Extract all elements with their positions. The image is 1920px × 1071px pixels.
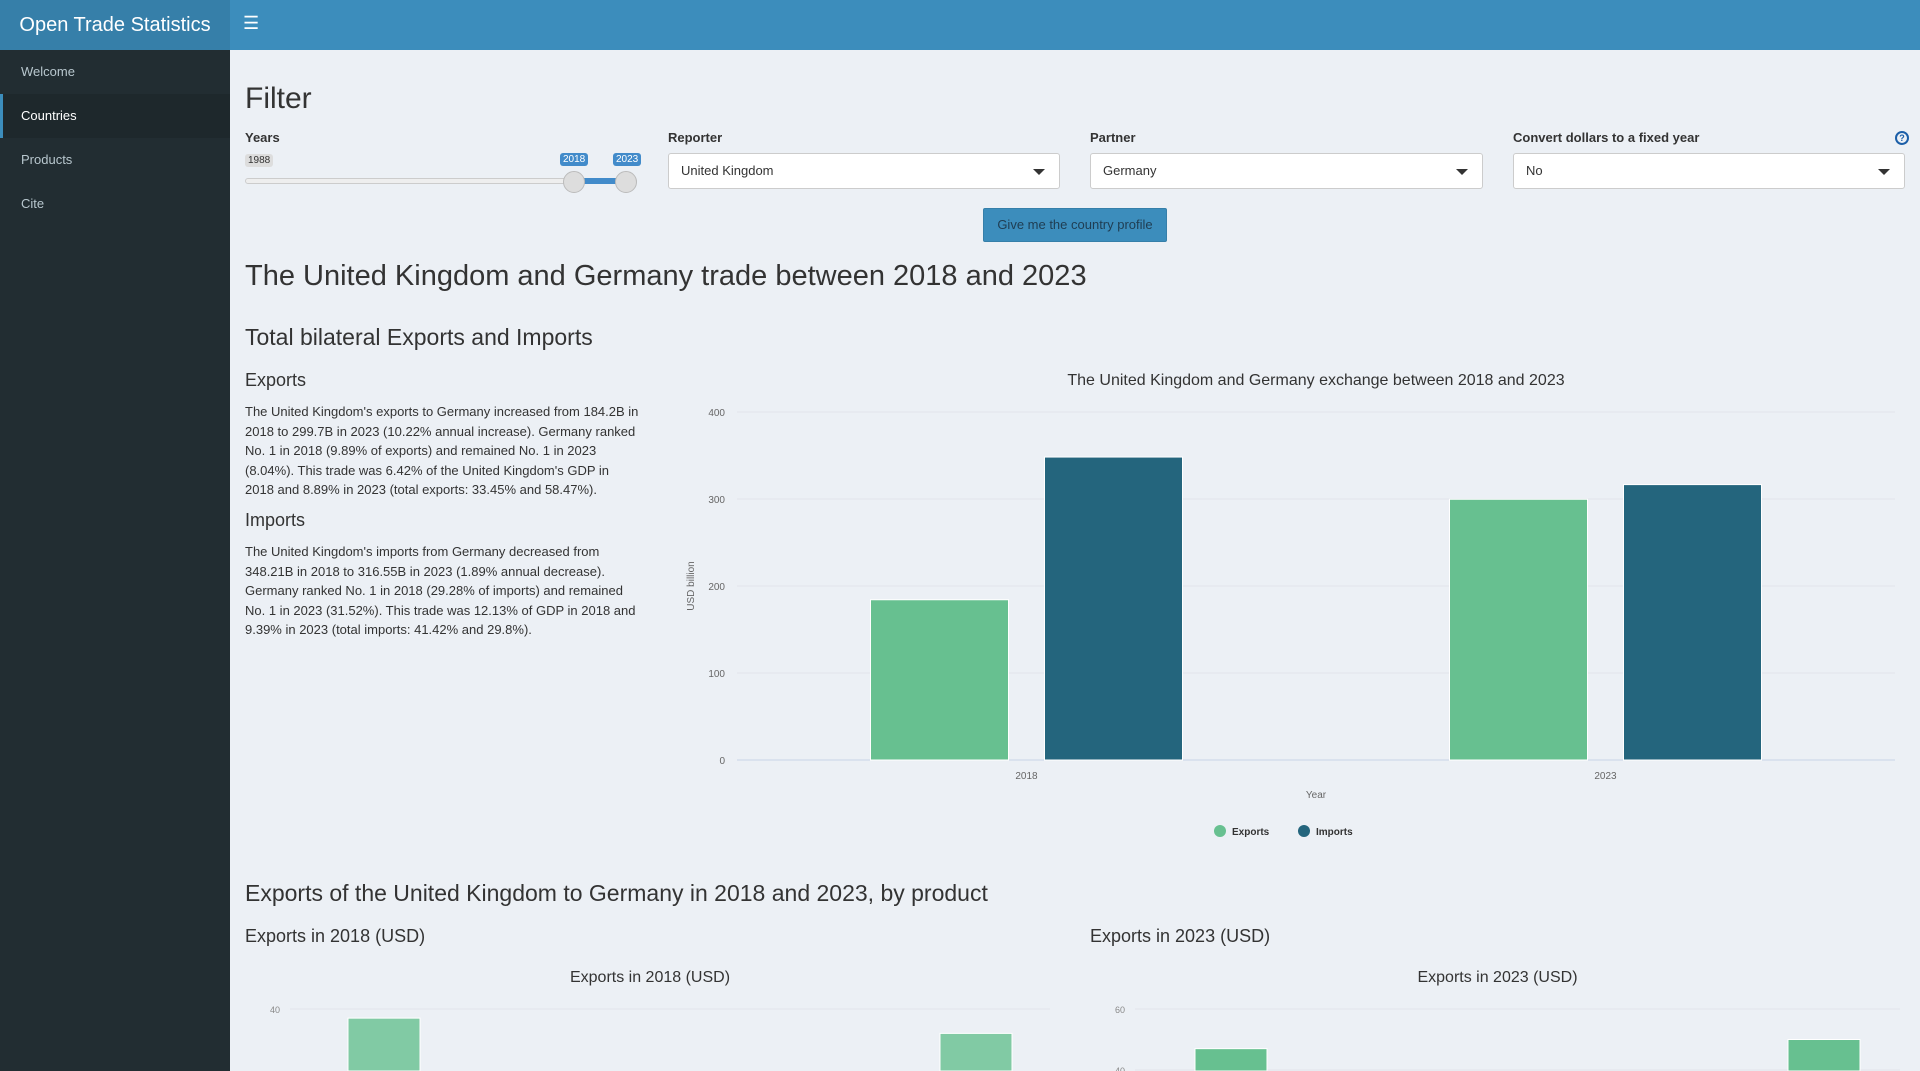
- sidebar-item-cite[interactable]: Cite: [21, 196, 45, 211]
- slider-handle-from[interactable]: [563, 171, 585, 193]
- slider-to-label: 2023: [613, 153, 642, 166]
- exports-2018-heading: Exports in 2018 (USD): [245, 926, 426, 946]
- y-tick-label: 200: [708, 582, 725, 593]
- products-title: Exports of the United Kingdom to Germany…: [245, 880, 988, 906]
- question-circle-icon[interactable]: ?: [1895, 131, 1909, 145]
- x-tick-label: 2018: [1015, 771, 1038, 782]
- caret-down-icon: [1878, 169, 1890, 175]
- convert-select[interactable]: No: [1513, 153, 1905, 189]
- top-header: [0, 0, 1920, 50]
- y-tick-label: 300: [708, 495, 725, 506]
- country-profile-button[interactable]: Give me the country profile: [983, 208, 1167, 242]
- sidebar-item-welcome[interactable]: Welcome: [21, 64, 75, 79]
- product-bar: [1194, 1048, 1268, 1071]
- bar-exports-2018: [870, 599, 1009, 761]
- hamburger-icon[interactable]: ☰: [243, 13, 260, 33]
- imports-heading: Imports: [245, 510, 306, 530]
- slider-handle-to[interactable]: [615, 171, 637, 193]
- reporter-value: United Kingdom: [681, 163, 774, 178]
- exports-text: The United Kingdom's exports to Germany …: [245, 404, 639, 498]
- exports-2018-chart: Exports in 2018 (USD) 40: [270, 969, 1050, 1071]
- partner-select[interactable]: Germany: [1090, 153, 1483, 189]
- y-axis-label: USD billion: [686, 561, 697, 610]
- filter-title: Filter: [245, 82, 312, 115]
- sidebar: Welcome Countries Products Cite: [0, 50, 230, 1071]
- reporter-label: Reporter: [668, 130, 723, 145]
- reporter-select[interactable]: United Kingdom: [668, 153, 1060, 189]
- exports-heading: Exports: [245, 370, 307, 390]
- product-bar: [939, 1032, 1013, 1071]
- bilateral-bar-chart: The United Kingdom and Germany exchange …: [686, 372, 1895, 838]
- years-label: Years: [245, 130, 280, 145]
- y-tick-label: 0: [719, 756, 725, 767]
- exports-2023-heading: Exports in 2023 (USD): [1090, 926, 1271, 946]
- x-axis-label: Year: [1306, 790, 1327, 801]
- y-tick-label: 40: [270, 1005, 280, 1015]
- page-title: The United Kingdom and Germany trade bet…: [245, 260, 1087, 292]
- legend-marker-exports: [1214, 825, 1226, 837]
- chart-title: The United Kingdom and Germany exchange …: [1067, 372, 1564, 389]
- sidebar-item-countries[interactable]: Countries: [0, 94, 230, 138]
- legend-marker-imports: [1298, 825, 1310, 837]
- x-tick-label: 2023: [1594, 771, 1617, 782]
- years-slider-range: [574, 178, 626, 184]
- y-tick-label: 40: [1115, 1066, 1125, 1071]
- caret-down-icon: [1033, 169, 1045, 175]
- y-tick-label: 100: [708, 669, 725, 680]
- imports-text: The United Kingdom's imports from German…: [245, 544, 636, 638]
- y-tick-label: 60: [1115, 1005, 1125, 1015]
- y-tick-label: 400: [708, 408, 725, 419]
- bar-exports-2023: [1449, 498, 1588, 761]
- legend-label-exports: Exports: [1232, 827, 1270, 838]
- caret-down-icon: [1456, 169, 1468, 175]
- exports-2023-chart: Exports in 2023 (USD) 60 40: [1115, 969, 1900, 1071]
- partner-label: Partner: [1090, 130, 1136, 145]
- chart-title: Exports in 2018 (USD): [570, 969, 730, 986]
- bilateral-title: Total bilateral Exports and Imports: [245, 324, 593, 350]
- bar-imports-2023: [1623, 484, 1762, 761]
- slider-from-label: 2018: [560, 153, 589, 166]
- chart-title: Exports in 2023 (USD): [1417, 969, 1577, 986]
- product-bar: [1787, 1039, 1861, 1071]
- app-logo[interactable]: Open Trade Statistics: [0, 0, 230, 50]
- slider-min-label: 1988: [245, 154, 274, 167]
- partner-value: Germany: [1103, 163, 1157, 178]
- product-bar: [347, 1017, 421, 1071]
- sidebar-item-products[interactable]: Products: [21, 152, 73, 167]
- bar-imports-2018: [1044, 456, 1183, 761]
- legend-label-imports: Imports: [1316, 827, 1353, 838]
- convert-label: Convert dollars to a fixed year: [1513, 130, 1700, 145]
- convert-value: No: [1526, 163, 1543, 178]
